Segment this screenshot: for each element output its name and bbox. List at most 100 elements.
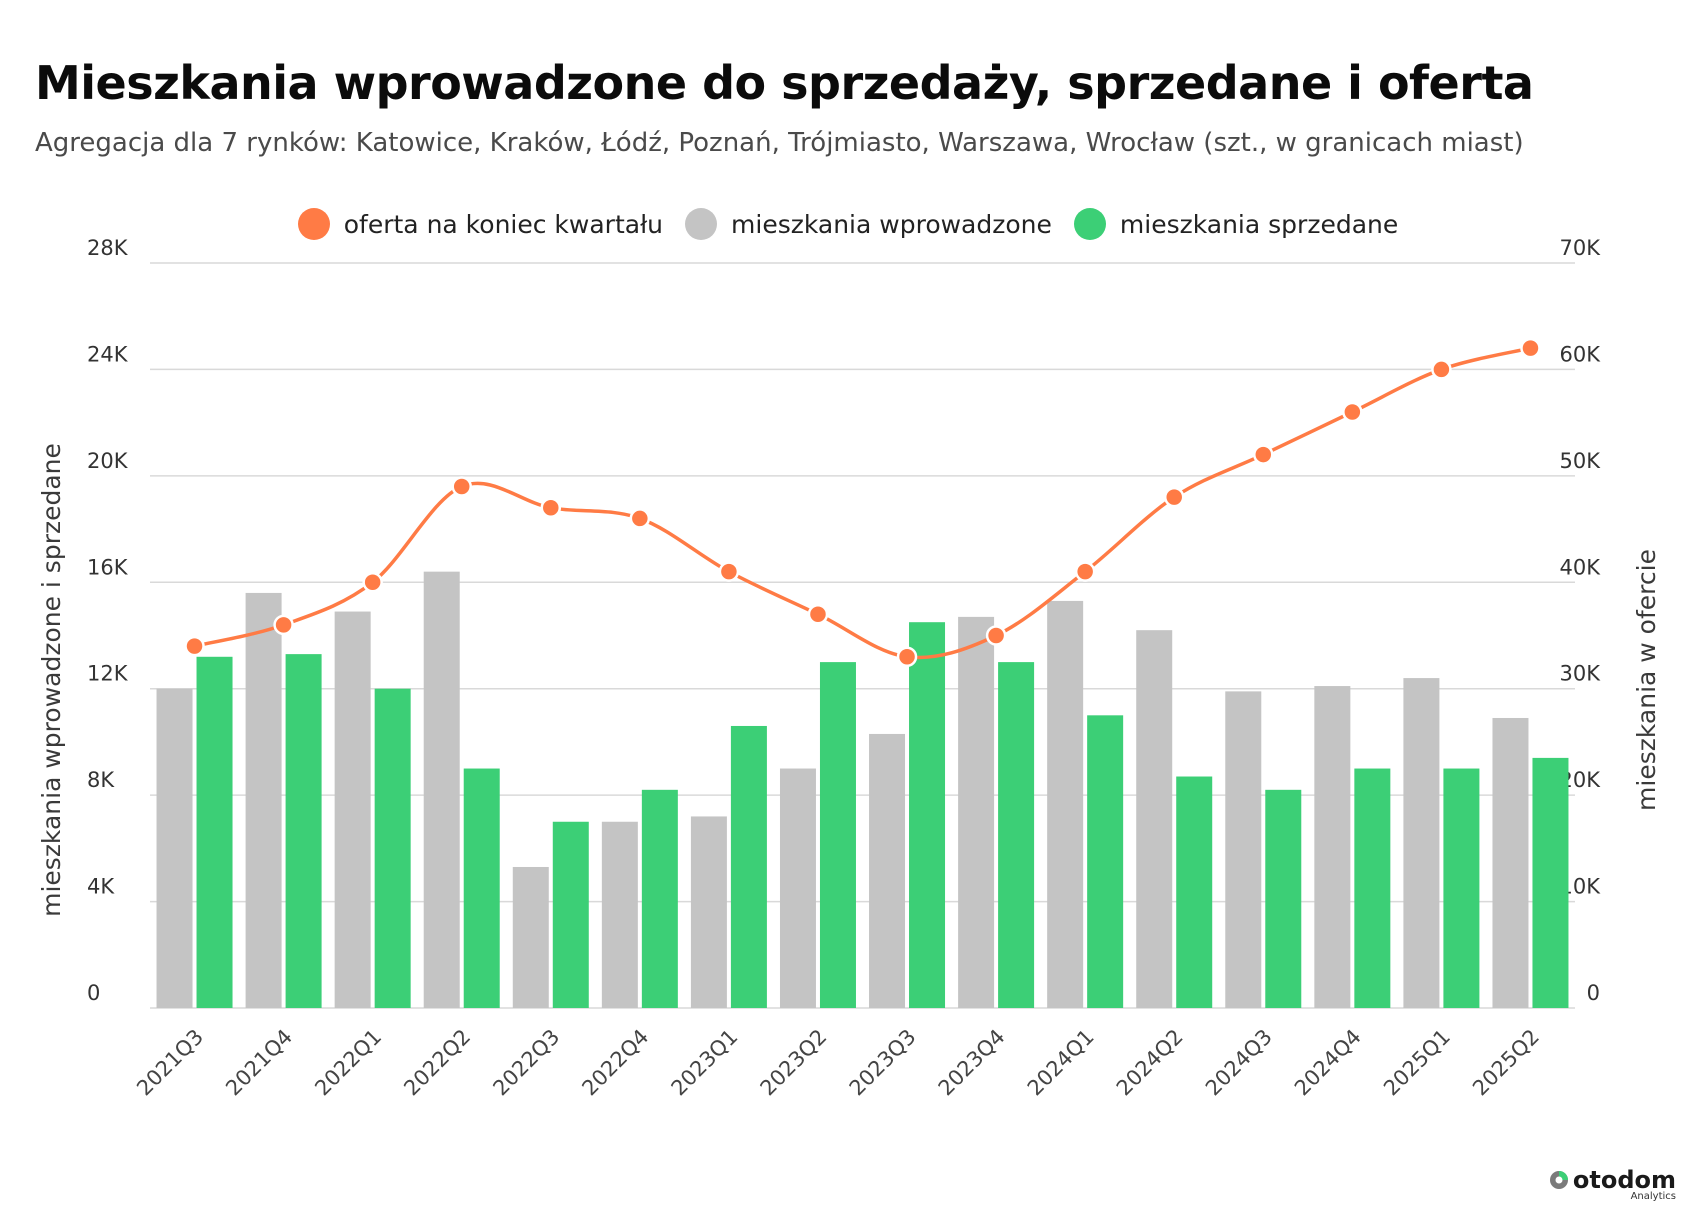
bar-introduced-2024Q1 bbox=[1047, 600, 1084, 1008]
bar-sold-2024Q4 bbox=[1354, 768, 1391, 1008]
x-axis-categories: 2021Q3 2021Q4 2022Q1 2022Q2 2022Q3 2022Q4 2023… bbox=[132, 1025, 1544, 1101]
x-tick-label: 2021Q3 bbox=[132, 1025, 208, 1101]
x-tick-label: 2022Q3 bbox=[488, 1025, 564, 1101]
bar-introduced-2023Q4 bbox=[958, 616, 995, 1008]
bar-sold-2024Q1 bbox=[1087, 715, 1124, 1008]
bar-introduced-2024Q4 bbox=[1314, 686, 1351, 1008]
bar-sold-2023Q4 bbox=[998, 662, 1035, 1008]
legend-item-sold: mieszkania sprzedane bbox=[1073, 208, 1399, 240]
bar-sold-2024Q2 bbox=[1176, 776, 1213, 1008]
x-tick-label: 2024Q3 bbox=[1201, 1025, 1277, 1101]
legend-swatch-offer bbox=[297, 208, 330, 240]
y-tick-right: 50K bbox=[1560, 449, 1602, 473]
bar-sold-2024Q3 bbox=[1265, 789, 1302, 1008]
offer-point-2024Q2 bbox=[1163, 486, 1185, 508]
bar-sold-2021Q4 bbox=[285, 654, 322, 1008]
y-tick-left: 8K bbox=[87, 768, 115, 792]
y-axis-left-ticks: 0 4K 8K 12K 16K 20K 24K 28K bbox=[87, 236, 129, 1005]
offer-point-2025Q1 bbox=[1431, 359, 1452, 380]
legend-item-offer: oferta na koniec kwartału bbox=[297, 208, 664, 240]
x-tick-label: 2025Q2 bbox=[1468, 1025, 1544, 1101]
logo-mark-icon bbox=[1549, 1171, 1568, 1189]
legend-swatch-introduced bbox=[685, 208, 718, 240]
bar-introduced-2023Q1 bbox=[690, 816, 727, 1008]
y-axis-left-label: mieszkania wprowadzone i sprzedane bbox=[37, 443, 66, 917]
y-tick-left: 4K bbox=[87, 875, 115, 899]
y-tick-right: 40K bbox=[1560, 555, 1602, 579]
bar-sold-2022Q3 bbox=[552, 821, 589, 1008]
logo-name: otodom bbox=[1572, 1166, 1676, 1194]
bar-sold-2022Q2 bbox=[463, 768, 500, 1008]
offer-point-2021Q3 bbox=[184, 635, 205, 657]
bar-sold-2023Q1 bbox=[730, 725, 767, 1008]
legend-label-sold: mieszkania sprzedane bbox=[1119, 209, 1399, 239]
y-tick-left: 24K bbox=[87, 342, 129, 366]
offer-line bbox=[184, 337, 1541, 668]
offer-point-2024Q3 bbox=[1253, 444, 1274, 465]
offer-point-2023Q3 bbox=[896, 646, 918, 668]
legend: oferta na koniec kwartału mieszkania wpr… bbox=[0, 208, 1696, 240]
chart-title: Mieszkania wprowadzone do sprzedaży, spr… bbox=[35, 56, 1534, 110]
y-tick-right: 0 bbox=[1587, 981, 1600, 1005]
x-tick-label: 2025Q1 bbox=[1379, 1025, 1455, 1101]
offer-point-2022Q1 bbox=[362, 572, 383, 593]
y-tick-left: 12K bbox=[87, 662, 129, 686]
y-tick-left: 20K bbox=[87, 449, 129, 473]
y-tick-right: 30K bbox=[1560, 662, 1602, 686]
otodom-logo: otodom Analytics bbox=[1549, 1166, 1676, 1202]
x-tick-label: 2021Q4 bbox=[221, 1025, 297, 1101]
offer-line-path bbox=[194, 346, 1531, 660]
offer-point-2025Q2 bbox=[1520, 337, 1541, 359]
x-tick-label: 2024Q4 bbox=[1290, 1025, 1366, 1101]
y-tick-right: 70K bbox=[1560, 236, 1602, 260]
logo-sub: Analytics bbox=[1630, 1191, 1676, 1202]
bar-sold-2022Q4 bbox=[641, 789, 678, 1008]
x-tick-label: 2022Q2 bbox=[399, 1025, 475, 1101]
bar-introduced-2024Q3 bbox=[1225, 691, 1262, 1008]
legend-label-offer: oferta na koniec kwartału bbox=[343, 209, 664, 239]
y-tick-right: 60K bbox=[1560, 342, 1602, 366]
x-tick-label: 2022Q4 bbox=[577, 1025, 653, 1101]
bar-introduced-2024Q2 bbox=[1136, 630, 1173, 1008]
legend-swatch-sold bbox=[1073, 208, 1106, 240]
legend-item-introduced: mieszkania wprowadzone bbox=[685, 208, 1052, 240]
bar-introduced-2022Q1 bbox=[334, 611, 371, 1008]
x-tick-label: 2022Q1 bbox=[310, 1025, 386, 1101]
bar-introduced-2023Q2 bbox=[779, 768, 816, 1008]
bar-introduced-2022Q2 bbox=[423, 571, 460, 1008]
bar-sold-2025Q2 bbox=[1532, 757, 1569, 1008]
bars bbox=[156, 571, 1569, 1008]
bar-sold-2022Q1 bbox=[374, 688, 411, 1008]
offer-point-2023Q2 bbox=[807, 603, 829, 625]
bar-sold-2023Q3 bbox=[909, 622, 946, 1008]
bar-sold-2021Q3 bbox=[196, 656, 233, 1008]
x-tick-label: 2024Q2 bbox=[1112, 1025, 1188, 1101]
offer-point-2024Q1 bbox=[1074, 561, 1096, 582]
offer-point-2022Q2 bbox=[451, 476, 472, 497]
x-tick-label: 2024Q1 bbox=[1023, 1025, 1099, 1101]
x-tick-label: 2023Q3 bbox=[845, 1025, 921, 1101]
chart-subtitle: Agregacja dla 7 rynków: Katowice, Kraków… bbox=[35, 128, 1524, 158]
bar-introduced-2025Q2 bbox=[1492, 717, 1529, 1008]
offer-point-2024Q4 bbox=[1342, 401, 1363, 423]
x-tick-label: 2023Q4 bbox=[934, 1025, 1010, 1101]
y-tick-left: 28K bbox=[87, 236, 129, 260]
bar-sold-2023Q2 bbox=[819, 662, 856, 1008]
bar-introduced-2025Q1 bbox=[1403, 678, 1440, 1008]
offer-point-2022Q3 bbox=[540, 497, 562, 519]
offer-point-2022Q4 bbox=[629, 508, 651, 529]
bar-sold-2025Q1 bbox=[1443, 768, 1480, 1008]
x-tick-label: 2023Q2 bbox=[756, 1025, 832, 1101]
bar-introduced-2023Q3 bbox=[869, 733, 906, 1008]
y-axis-right-label: mieszkania w ofercie bbox=[1632, 549, 1661, 811]
legend-label-introduced: mieszkania wprowadzone bbox=[731, 209, 1052, 239]
bar-introduced-2022Q4 bbox=[601, 821, 638, 1008]
y-tick-left: 16K bbox=[87, 555, 129, 579]
offer-point-2023Q1 bbox=[718, 561, 740, 582]
y-tick-left: 0 bbox=[87, 981, 100, 1005]
x-tick-label: 2023Q1 bbox=[667, 1025, 743, 1101]
offer-point-2021Q4 bbox=[273, 614, 294, 636]
offer-point-2023Q4 bbox=[985, 625, 1007, 646]
